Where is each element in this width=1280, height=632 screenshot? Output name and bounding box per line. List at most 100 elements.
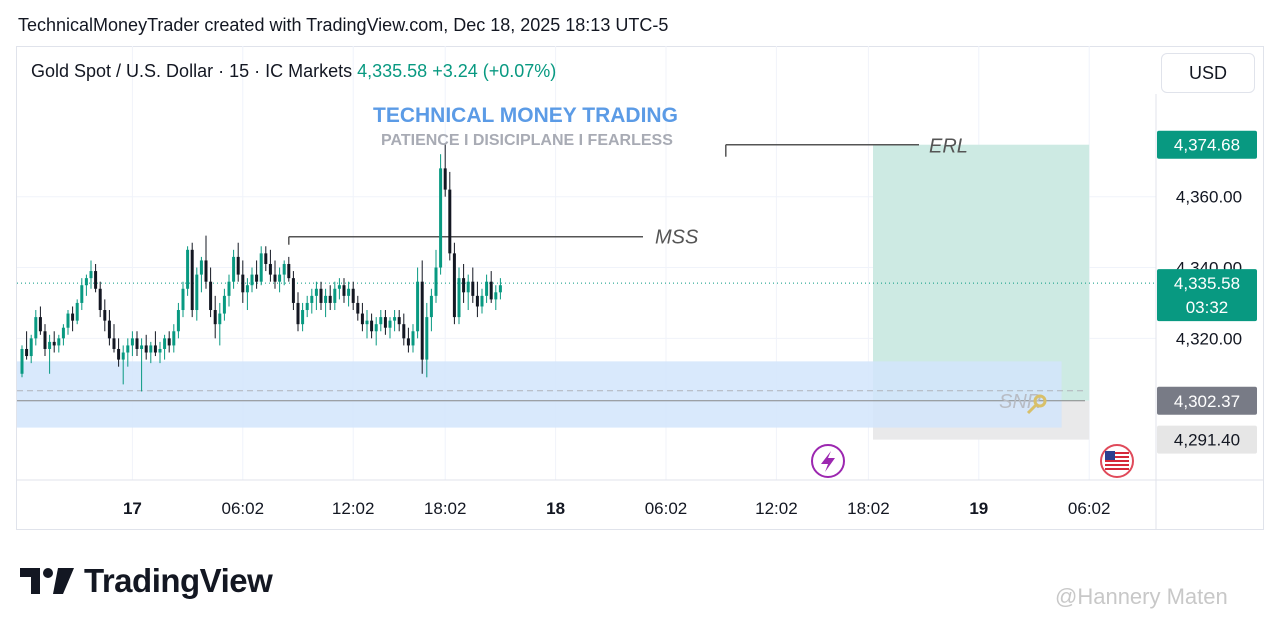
price-label-box xyxy=(1157,269,1257,322)
flag-stripe xyxy=(1105,456,1129,458)
candle-body xyxy=(268,263,272,275)
candle-body xyxy=(462,278,466,293)
candle-body xyxy=(153,345,157,353)
candle-body xyxy=(471,281,475,296)
candle-body xyxy=(107,320,111,339)
candle-body xyxy=(319,288,323,303)
candle-body xyxy=(489,281,493,300)
candle-body xyxy=(425,317,429,360)
watermark-text: @Hannery Maten xyxy=(1055,584,1228,609)
candle-body xyxy=(255,274,259,282)
time-tick-label: 12:02 xyxy=(755,499,798,518)
price-label-value: 4,374.68 xyxy=(1174,136,1240,155)
time-tick-label: 19 xyxy=(969,499,988,518)
time-tick-label: 06:02 xyxy=(1068,499,1111,518)
tradingview-logo-text: TradingView xyxy=(84,562,273,599)
candle-body xyxy=(314,288,318,296)
candle-body xyxy=(34,317,38,339)
candle-body xyxy=(342,285,346,296)
candle-body xyxy=(388,320,392,328)
candle-body xyxy=(52,341,56,346)
candle-body xyxy=(480,295,484,307)
time-tick-label: 06:02 xyxy=(222,499,265,518)
candle-body xyxy=(485,281,489,296)
candle-body xyxy=(457,278,461,318)
candle-body xyxy=(103,310,107,321)
candle-body xyxy=(126,345,130,353)
candle-body xyxy=(356,302,360,314)
candle-body xyxy=(94,271,98,289)
legend-change: +3.24 (+0.07%) xyxy=(432,61,557,81)
candle-body xyxy=(448,189,452,254)
candle-body xyxy=(416,281,420,332)
candle-body xyxy=(411,331,415,346)
candle-body xyxy=(264,253,268,264)
candle-body xyxy=(498,285,502,293)
price-label-box xyxy=(1157,386,1257,415)
branding-title: TECHNICAL MONEY TRADING xyxy=(373,104,678,127)
candle-body xyxy=(310,295,314,303)
candle-body xyxy=(420,281,424,360)
chart-attribution: TechnicalMoneyTrader created with Tradin… xyxy=(18,15,669,35)
candle-body xyxy=(209,281,213,311)
candle-body xyxy=(144,345,148,353)
candle-body xyxy=(218,313,222,325)
candle-body xyxy=(365,320,369,325)
candle-body xyxy=(241,274,245,293)
candle-body xyxy=(195,274,199,311)
candle-body xyxy=(296,302,300,325)
candle-body xyxy=(222,295,226,314)
legend-price: 4,335.58 xyxy=(357,61,428,81)
price-tick-label: 4,360.00 xyxy=(1176,188,1242,207)
candle-body xyxy=(347,288,351,296)
time-tick-label: 12:02 xyxy=(332,499,375,518)
candle-body xyxy=(181,288,185,311)
candle-body xyxy=(429,295,433,318)
candle-body xyxy=(379,317,383,325)
candle-body xyxy=(443,168,447,190)
candle-body xyxy=(324,295,328,303)
candle-body xyxy=(494,292,498,300)
candle-body xyxy=(158,348,162,353)
candle-body xyxy=(190,249,194,311)
tradingview-logo[interactable]: TradingView xyxy=(20,562,273,600)
candle-body xyxy=(475,295,479,307)
candle-body xyxy=(121,352,125,360)
candle-body xyxy=(25,348,29,357)
candle-body xyxy=(135,338,139,349)
candle-body xyxy=(176,310,180,332)
candle-body xyxy=(374,324,378,332)
candle-body xyxy=(232,256,236,282)
candle-body xyxy=(112,338,116,349)
time-tick-label: 17 xyxy=(123,499,142,518)
key-icon xyxy=(1033,394,1047,408)
price-label-value: 4,291.40 xyxy=(1174,431,1240,450)
currency-button[interactable]: USD xyxy=(1161,53,1255,93)
flag-stripe xyxy=(1105,452,1129,454)
price-tick-label: 4,320.00 xyxy=(1176,329,1242,348)
candle-body xyxy=(80,285,84,303)
time-tick-label: 18 xyxy=(546,499,565,518)
candle-body xyxy=(186,249,190,289)
candle-body xyxy=(84,278,88,286)
candle-body xyxy=(278,274,282,282)
candle-body xyxy=(360,313,364,325)
candle-body xyxy=(406,338,410,346)
candle-body xyxy=(163,338,167,349)
candle-body xyxy=(402,324,406,339)
candle-body xyxy=(305,302,309,311)
price-label-countdown: 03:32 xyxy=(1186,298,1229,317)
price-label-value: 4,335.58 xyxy=(1174,274,1240,293)
candle-body xyxy=(328,295,332,303)
candle-body xyxy=(149,345,153,353)
time-tick-label: 18:02 xyxy=(847,499,890,518)
chart-frame[interactable] xyxy=(16,46,1264,530)
candle-body xyxy=(439,168,443,268)
candle-body xyxy=(337,285,341,289)
candle-body xyxy=(204,260,208,282)
flag-stripe xyxy=(1105,460,1129,462)
candle-body xyxy=(250,274,254,286)
symbol-legend: Gold Spot / U.S. Dollar · 15 · IC Market… xyxy=(31,61,556,82)
candle-body xyxy=(140,345,144,349)
